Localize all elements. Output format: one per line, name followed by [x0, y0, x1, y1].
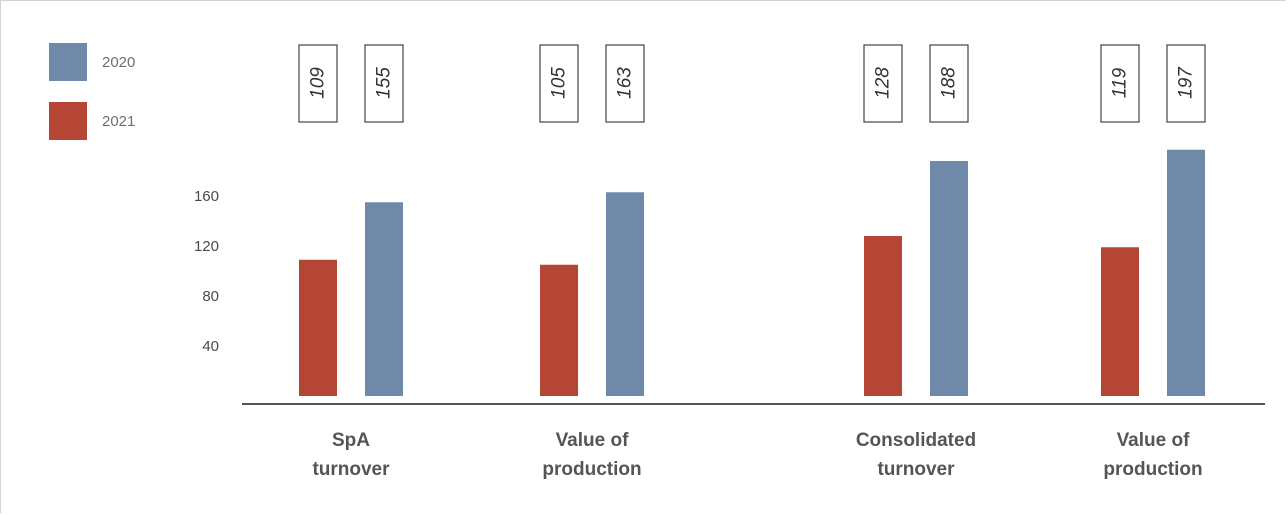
- bar-2021: [299, 259, 337, 396]
- value-label-box: [539, 44, 579, 123]
- bar-2021: [864, 236, 902, 396]
- y-axis-ticks: 40 80 120 160: [194, 188, 219, 355]
- category-label: Consolidated turnover: [856, 430, 976, 480]
- value-label-box: [605, 44, 645, 123]
- category-label: Value of production: [1103, 430, 1202, 480]
- value-label: 188: [939, 67, 960, 99]
- bar-2021: [540, 264, 578, 396]
- bars: [299, 149, 1205, 396]
- category-label: Value of production: [542, 430, 641, 480]
- y-tick-label: 120: [194, 238, 219, 255]
- y-tick-label: 160: [194, 188, 219, 205]
- y-tick-label: 40: [202, 338, 219, 355]
- value-label-box: [364, 44, 404, 123]
- bar-2020: [930, 161, 968, 396]
- value-label: 109: [308, 67, 329, 99]
- category-labels: SpA turnover Value of production Consolidate…: [312, 430, 1202, 480]
- value-label-box: [1166, 44, 1206, 123]
- bar-2020: [365, 202, 403, 396]
- value-label: 119: [1110, 67, 1131, 98]
- bar-2021: [1101, 247, 1139, 396]
- bar-2020: [606, 192, 644, 396]
- bar-2020: [1167, 149, 1205, 396]
- value-labels: 109 105 128 119 155 163 188 197: [298, 44, 1206, 123]
- value-label: 128: [873, 67, 894, 99]
- legend-swatch-2020: [49, 43, 87, 81]
- y-tick-label: 80: [202, 288, 219, 305]
- legend-label-2020: 2020: [102, 54, 135, 71]
- legend-label-2021: 2021: [102, 113, 135, 130]
- category-label: SpA turnover: [312, 430, 390, 480]
- value-label-box: [929, 44, 969, 123]
- value-label: 163: [615, 67, 636, 99]
- value-label: 105: [549, 67, 570, 99]
- value-label: 197: [1176, 66, 1197, 99]
- value-label-box: [298, 44, 338, 123]
- value-label: 155: [374, 67, 395, 99]
- value-label-box: [863, 44, 903, 123]
- legend: 2020 2021: [49, 43, 135, 140]
- legend-swatch-2021: [49, 102, 87, 140]
- value-label-box: [1100, 44, 1140, 123]
